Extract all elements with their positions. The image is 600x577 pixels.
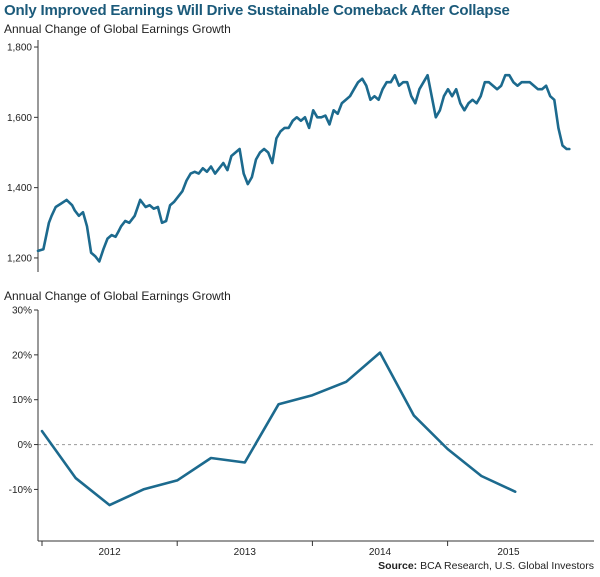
bottom-chart-subtitle: Annual Change of Global Earnings Growth xyxy=(4,289,231,303)
bottom-x-tick-label: 2015 xyxy=(497,547,520,558)
bottom-y-tick-label: -10% xyxy=(9,485,32,496)
chart-title: Only Improved Earnings Will Drive Sustai… xyxy=(4,2,510,19)
top-y-tick-label: 1,600 xyxy=(7,113,32,124)
bottom-chart: 30% 20% 10% 0% -10% 2012 2013 2014 2015 xyxy=(9,306,594,558)
top-series-line xyxy=(36,73,571,263)
bottom-y-tick-label: 30% xyxy=(12,306,32,317)
bottom-x-tick-label: 2012 xyxy=(98,547,121,558)
source-text: BCA Research, U.S. Global Investors xyxy=(420,560,594,572)
bottom-y-tick-label: 10% xyxy=(12,395,32,406)
top-chart-subtitle: Annual Change of Global Earnings Growth xyxy=(4,22,231,36)
top-chart: 1,200 1,400 1,600 1,800 xyxy=(7,40,571,272)
top-y-tick-label: 1,200 xyxy=(7,253,32,264)
bottom-series-line xyxy=(40,351,517,507)
top-y-tick-label: 1,400 xyxy=(7,183,32,194)
bottom-x-tick-label: 2014 xyxy=(369,547,392,558)
source-note: Source: BCA Research, U.S. Global Invest… xyxy=(378,560,594,572)
bottom-y-tick-label: 20% xyxy=(12,350,32,361)
top-y-tick-label: 1,800 xyxy=(7,43,32,54)
bottom-x-tick-label: 2013 xyxy=(234,547,257,558)
bottom-y-tick-label: 0% xyxy=(18,440,33,451)
source-label: Source: xyxy=(378,560,418,572)
